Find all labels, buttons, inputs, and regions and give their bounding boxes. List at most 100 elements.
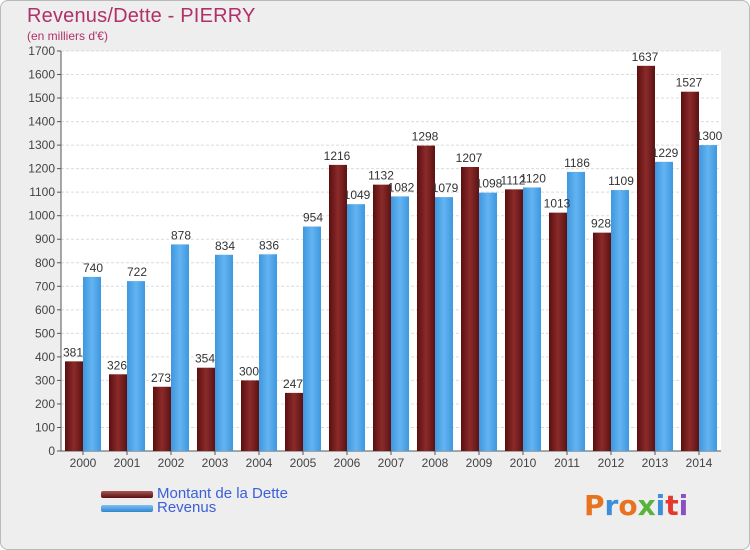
x-tick-label: 2011 [554,456,580,470]
data-label-dette: 1132 [368,169,394,183]
y-tick-label: 100 [35,420,55,434]
y-tick-label: 1300 [28,138,55,152]
data-label-revenus: 740 [83,261,103,275]
data-label-dette: 1637 [632,50,659,64]
y-tick-label: 400 [35,350,55,364]
y-tick-label: 800 [35,256,55,270]
bar-revenus [83,276,101,451]
bar-revenus [391,196,409,451]
bar-dette [241,380,259,451]
data-labels: 381 740 326 722 273 878 354 834 300 836 247 954 1216… [63,50,723,391]
legend-swatch-dette [101,491,153,498]
x-tick-label: 2002 [158,456,185,470]
logo-letter: x [637,489,656,522]
x-tick-label: 2009 [466,456,493,470]
y-tick-label: 1400 [28,115,55,129]
bar-revenus [699,145,717,451]
bar-dette [461,167,479,451]
x-tick-label: 2000 [70,456,97,470]
y-tick-label: 200 [35,397,55,411]
bar-dette [329,164,347,451]
x-tick-label: 2012 [598,456,625,470]
data-label-dette: 1298 [412,130,439,144]
proxiti-logo: Proxiti [584,489,688,522]
bar-dette [197,367,215,451]
legend-label-revenus: Revenus [157,499,217,516]
logo-letter: t [665,489,679,522]
data-label-revenus: 1300 [696,129,723,143]
x-tick-label: 2013 [642,456,669,470]
data-label-revenus: 1098 [476,177,503,191]
data-label-revenus: 722 [127,265,147,279]
x-tick-label: 2003 [202,456,229,470]
bar-dette [681,91,699,452]
legend-swatch-revenus [101,505,153,512]
bar-dette [549,212,567,451]
data-label-revenus: 1082 [388,180,415,194]
bar-dette [593,232,611,451]
y-tick-label: 1100 [29,185,55,199]
x-tick-label: 2010 [510,456,537,470]
bar-revenus [347,204,365,451]
data-label-dette: 326 [107,358,127,372]
data-label-dette: 1527 [676,76,703,90]
bar-dette [637,65,655,451]
bar-dette [285,392,303,451]
data-label-dette: 273 [151,371,171,385]
y-tick-label: 900 [35,232,55,246]
data-label-revenus: 836 [259,238,279,252]
data-label-revenus: 954 [303,211,323,225]
chart-title: Revenus/Dette - PIERRY [27,5,256,27]
data-label-dette: 1207 [456,151,483,165]
data-label-dette: 1013 [544,197,571,211]
bar-revenus [259,254,277,451]
bar-revenus [303,226,321,451]
legend-label-dette: Montant de la Dette [157,485,288,502]
x-tick-label: 2004 [246,456,273,470]
data-label-dette: 928 [591,217,611,231]
x-tick-label: 2001 [114,456,141,470]
logo-letter: r [604,489,619,522]
data-label-dette: 354 [195,352,215,366]
bar-dette [65,361,83,451]
logo-letter: i [655,489,666,522]
x-tick-label: 2006 [334,456,361,470]
y-tick-label: 700 [35,279,55,293]
logo-letter: o [618,489,638,522]
logo-letter: i [678,489,689,522]
x-tick-label: 2005 [290,456,317,470]
data-label-revenus: 834 [215,239,235,253]
y-tick-label: 1700 [28,44,55,58]
data-label-revenus: 1186 [564,156,590,170]
bar-revenus [655,161,673,451]
bar-revenus [611,190,629,451]
data-label-dette: 381 [63,345,83,359]
bar-revenus [523,187,541,451]
logo-letter: P [584,489,605,522]
data-label-dette: 1216 [324,149,351,163]
chart-subtitle: (en milliers d'€) [27,29,108,43]
data-label-revenus: 1079 [432,181,459,195]
bar-revenus [567,171,585,452]
data-label-revenus: 1049 [344,188,371,202]
bars [65,65,717,452]
data-label-dette: 1112 [501,173,526,187]
y-tick-label: 500 [35,326,55,340]
data-label-revenus: 1120 [520,171,546,185]
y-tick-label: 0 [48,444,55,458]
bar-revenus [479,192,497,451]
data-label-revenus: 1229 [652,146,679,160]
bar-revenus [171,244,189,451]
bar-dette [109,374,127,451]
bar-revenus [435,197,453,451]
y-tick-label: 1000 [28,209,55,223]
bar-revenus [215,254,233,451]
y-tick-label: 1600 [28,68,55,82]
bar-revenus [127,281,145,451]
y-tick-label: 1200 [28,162,55,176]
y-tick-label: 1500 [28,91,55,105]
x-tick-label: 2007 [378,456,405,470]
bar-dette [505,189,523,451]
